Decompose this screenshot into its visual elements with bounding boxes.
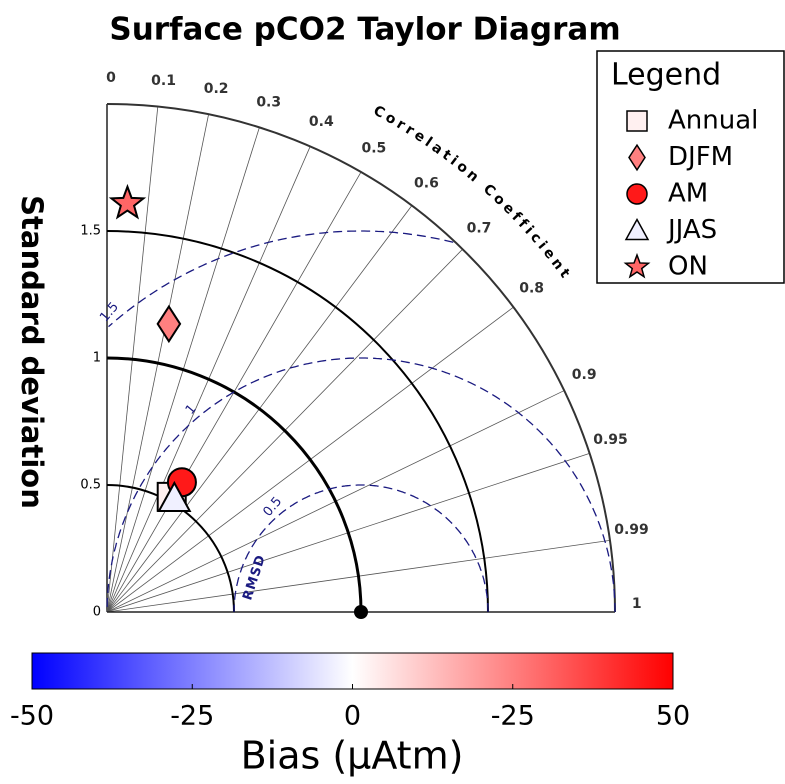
outer-arc	[106, 103, 616, 613]
sd-arc	[106, 230, 489, 613]
rmsd-tick-label: 1.5	[97, 300, 122, 325]
correlation-tick-label: 1	[632, 596, 642, 612]
sd-arc	[106, 484, 235, 613]
colorbar-tick-label: 0	[344, 701, 361, 732]
y-axis-label: Standard deviation	[15, 195, 49, 509]
legend-title: Legend	[611, 58, 721, 93]
legend-label: JJAS	[666, 215, 717, 245]
correlation-tick-label: 0.5	[361, 141, 386, 157]
legend-label: Annual	[668, 106, 758, 136]
y-tick-label: 0.5	[80, 478, 101, 493]
legend-marker	[626, 183, 648, 205]
colorbar-tick-label: -50	[10, 701, 54, 732]
correlation-tick-label: 0.2	[204, 81, 229, 97]
correlation-tick-label: 0.1	[151, 73, 176, 89]
correlation-tick-label: 0.8	[519, 281, 544, 297]
correlation-label-text: Correlation Coefficient	[371, 103, 572, 284]
colorbar-tick-label: -25	[170, 701, 214, 732]
y-tick-label: 1	[93, 351, 101, 366]
rmsd-label: RMSD	[240, 553, 269, 602]
colorbar-label: Bias (µAtm)	[241, 734, 464, 778]
rmsd-circle	[233, 484, 489, 612]
colorbar	[31, 652, 674, 690]
legend-marker	[628, 143, 646, 172]
marker	[108, 183, 147, 220]
colorbar-tick-label: -25	[491, 701, 535, 732]
rmsd-tick-label: 0.5	[260, 494, 285, 519]
correlation-tick-label: 0.95	[593, 432, 628, 448]
legend-label: AM	[668, 179, 708, 209]
chart-title: Surface pCO2 Taylor Diagram	[109, 12, 620, 48]
correlation-label: Correlation Coefficient	[371, 103, 575, 284]
correlation-tick-label: 0.7	[467, 221, 492, 237]
rmsd-circle	[108, 230, 454, 328]
legend-label: DJFM	[668, 142, 733, 172]
correlation-tick-label: 0.3	[256, 94, 281, 110]
legend-marker	[626, 110, 648, 132]
rmsd-circle	[106, 357, 616, 612]
y-tick-label: 0	[93, 605, 101, 620]
y-tick-label: 1.5	[80, 224, 101, 239]
colorbar-tick-label: 50	[656, 701, 690, 732]
legend-box	[596, 50, 785, 284]
correlation-tick-label: 0.6	[414, 175, 439, 191]
marker	[156, 304, 182, 344]
correlation-tick-label: 0.4	[309, 114, 334, 130]
correlation-tick-label: 0.9	[572, 367, 597, 383]
legend-label: ON	[668, 252, 708, 282]
reference-point	[354, 605, 368, 619]
rmsd-tick-label: 1	[183, 402, 200, 418]
legend-marker	[624, 217, 650, 241]
correlation-tick-label: 0	[106, 70, 116, 86]
marker	[157, 480, 192, 512]
sd-arc	[106, 356, 363, 613]
correlation-tick-label: 0.99	[614, 522, 649, 538]
legend-marker	[623, 252, 651, 279]
